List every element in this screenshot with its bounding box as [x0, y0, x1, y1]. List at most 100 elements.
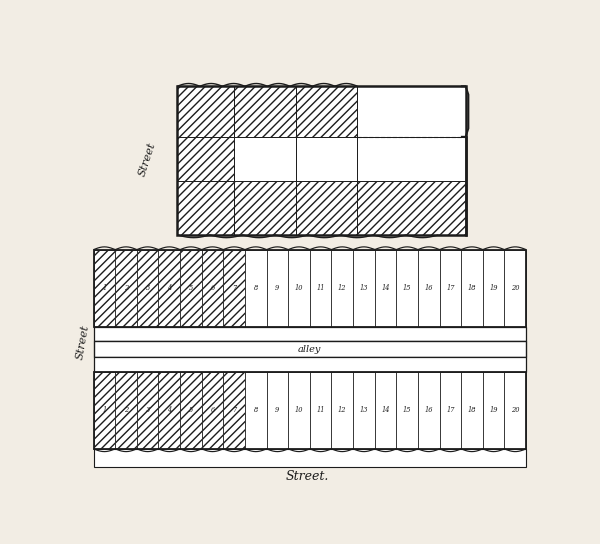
Text: 1: 1 — [102, 406, 107, 414]
Text: 5: 5 — [189, 406, 193, 414]
Text: 19: 19 — [490, 285, 498, 292]
Bar — [483, 250, 505, 327]
Bar — [461, 250, 483, 327]
Bar — [202, 372, 223, 449]
Text: 17: 17 — [446, 285, 455, 292]
Bar — [296, 181, 358, 235]
Bar — [331, 250, 353, 327]
Bar — [158, 372, 180, 449]
Bar — [94, 372, 115, 449]
Bar — [266, 250, 288, 327]
Bar — [158, 250, 180, 327]
Text: 7: 7 — [232, 406, 236, 414]
Bar — [461, 372, 483, 449]
Text: 11: 11 — [316, 285, 325, 292]
Bar — [178, 86, 233, 137]
Bar — [137, 372, 158, 449]
Bar — [331, 372, 353, 449]
Bar — [94, 372, 526, 449]
Text: 14: 14 — [381, 406, 390, 414]
Text: 3: 3 — [146, 406, 150, 414]
Text: 20: 20 — [511, 406, 520, 414]
Bar — [353, 372, 374, 449]
Bar — [233, 181, 296, 235]
Text: Street: Street — [75, 324, 91, 360]
Bar — [483, 372, 505, 449]
Bar — [178, 86, 466, 235]
Text: 10: 10 — [295, 406, 303, 414]
Text: 8: 8 — [254, 285, 258, 292]
Bar — [115, 250, 137, 327]
Bar — [266, 372, 288, 449]
Text: 2: 2 — [124, 406, 128, 414]
Text: 12: 12 — [338, 406, 347, 414]
Bar — [353, 250, 374, 327]
Bar — [245, 372, 266, 449]
Text: 17: 17 — [446, 406, 455, 414]
Bar — [94, 341, 526, 357]
Text: 4: 4 — [167, 406, 172, 414]
Bar — [245, 250, 266, 327]
Text: Street: Street — [137, 141, 157, 178]
Bar — [137, 250, 158, 327]
Bar — [310, 372, 331, 449]
Text: 18: 18 — [468, 406, 476, 414]
Bar — [94, 449, 526, 467]
Bar — [397, 250, 418, 327]
Text: 1: 1 — [102, 285, 107, 292]
Bar — [178, 86, 466, 235]
Bar — [94, 327, 526, 341]
Text: 9: 9 — [275, 406, 280, 414]
Bar — [505, 250, 526, 327]
Text: 18: 18 — [468, 285, 476, 292]
Bar — [178, 181, 233, 235]
Bar — [296, 86, 358, 137]
Bar — [94, 250, 115, 327]
Bar — [418, 250, 440, 327]
Bar — [94, 250, 526, 327]
Text: 3: 3 — [146, 285, 150, 292]
Bar — [374, 372, 397, 449]
Text: 19: 19 — [490, 406, 498, 414]
Bar — [94, 357, 526, 372]
Bar — [505, 372, 526, 449]
Text: 15: 15 — [403, 406, 412, 414]
Bar — [178, 137, 233, 181]
Bar — [180, 250, 202, 327]
Text: 20: 20 — [511, 285, 520, 292]
Bar — [233, 86, 296, 137]
Bar — [440, 250, 461, 327]
Text: 13: 13 — [359, 285, 368, 292]
Text: 13: 13 — [359, 406, 368, 414]
Bar — [310, 250, 331, 327]
Bar — [233, 137, 296, 181]
Text: Street.: Street. — [286, 470, 329, 483]
Bar — [358, 137, 466, 181]
Text: 4: 4 — [167, 285, 172, 292]
Bar — [418, 372, 440, 449]
Bar — [358, 86, 466, 137]
Bar — [115, 372, 137, 449]
Text: 16: 16 — [424, 406, 433, 414]
Bar — [358, 181, 466, 235]
Text: 9: 9 — [275, 285, 280, 292]
Text: 11: 11 — [316, 406, 325, 414]
Bar — [288, 250, 310, 327]
Text: 6: 6 — [211, 285, 215, 292]
Bar — [223, 250, 245, 327]
Text: 5: 5 — [189, 285, 193, 292]
Bar — [397, 372, 418, 449]
Text: 14: 14 — [381, 285, 390, 292]
Bar — [223, 372, 245, 449]
Text: 8: 8 — [254, 406, 258, 414]
Bar — [374, 250, 397, 327]
Text: 10: 10 — [295, 285, 303, 292]
Text: 2: 2 — [124, 285, 128, 292]
Text: 6: 6 — [211, 406, 215, 414]
Bar — [288, 372, 310, 449]
Bar — [440, 372, 461, 449]
Bar — [180, 372, 202, 449]
Text: 12: 12 — [338, 285, 347, 292]
Text: alley: alley — [298, 345, 322, 354]
Text: 16: 16 — [424, 285, 433, 292]
